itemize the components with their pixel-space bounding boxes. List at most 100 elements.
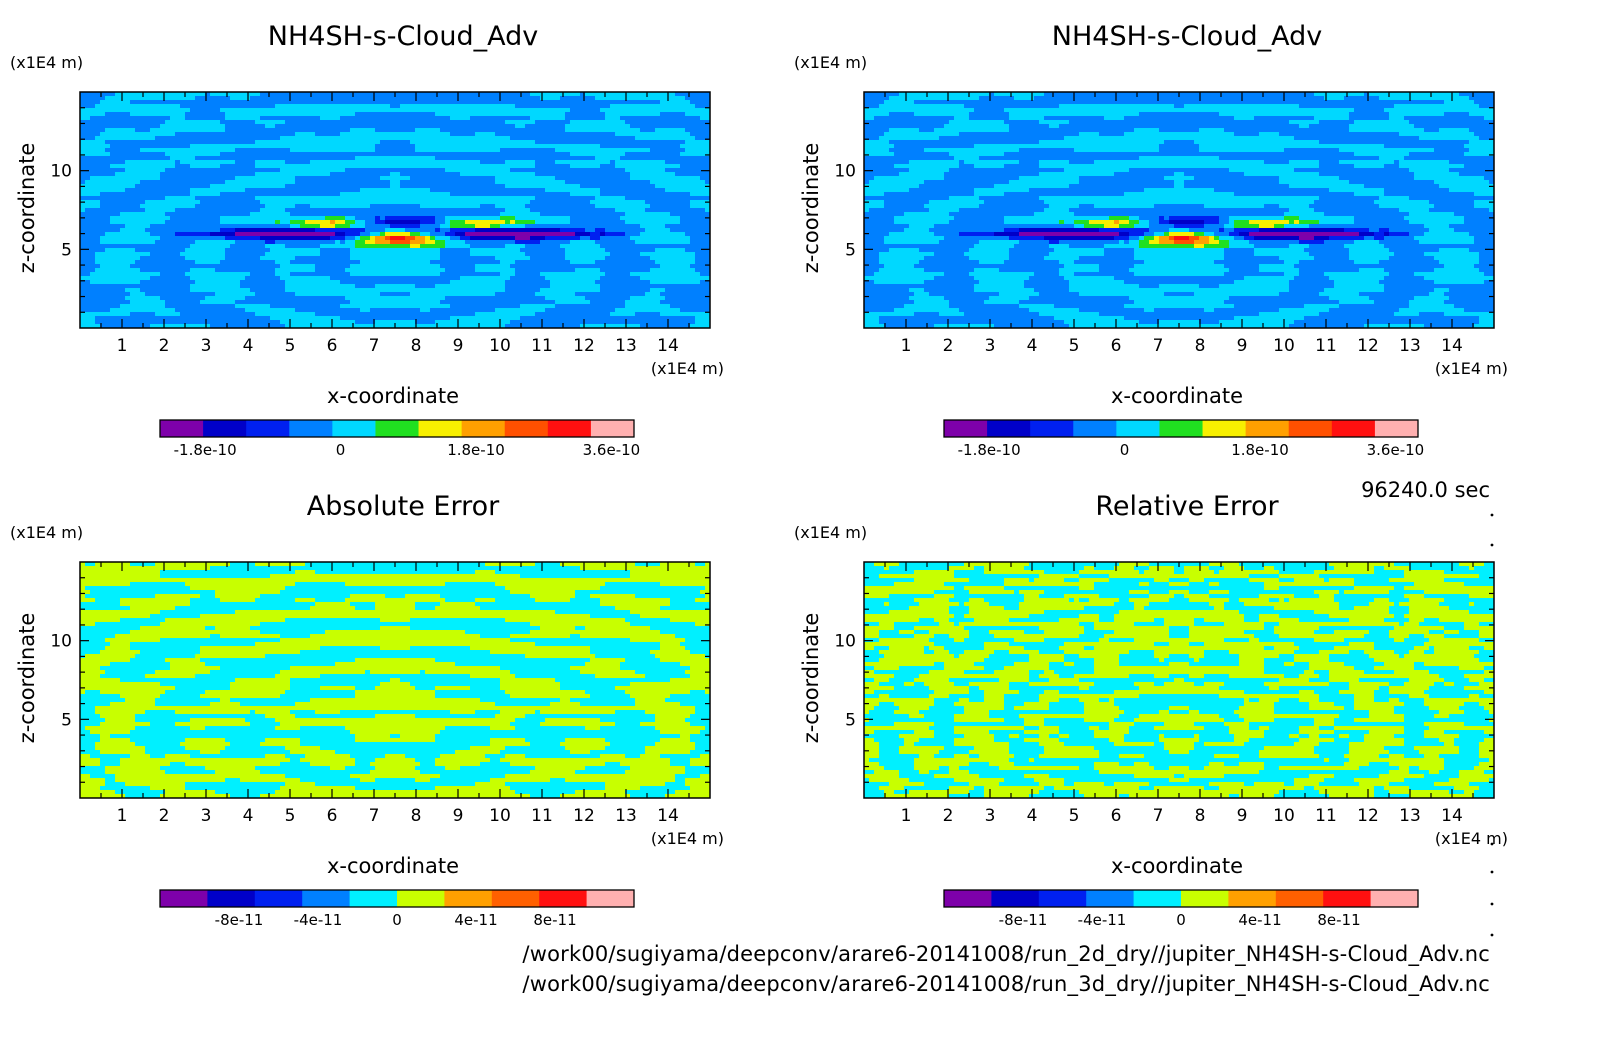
- heatmap-cell: [1004, 718, 1025, 723]
- heatmap-cell: [1369, 296, 1415, 301]
- heatmap-cell: [879, 622, 895, 627]
- heatmap-cell: [1169, 236, 1175, 241]
- heatmap-cell: [1109, 698, 1115, 703]
- heatmap-cell: [80, 288, 126, 293]
- heatmap-cell: [570, 216, 621, 221]
- heatmap-cell: [1449, 288, 1495, 293]
- heatmap-cell: [914, 678, 950, 683]
- x-tick-label: 6: [1111, 806, 1122, 826]
- heatmap-cell: [1414, 646, 1430, 651]
- heatmap-cell: [610, 160, 616, 165]
- heatmap-cell: [415, 758, 436, 763]
- heatmap-cell: [1244, 614, 1260, 619]
- heatmap-cell: [1084, 702, 1115, 707]
- heatmap-cell: [165, 212, 251, 217]
- heatmap-cell: [80, 160, 126, 165]
- heatmap-cell: [600, 276, 641, 281]
- heatmap-cell: [485, 754, 506, 759]
- heatmap-cell: [1389, 598, 1410, 603]
- heatmap-cell: [180, 252, 226, 257]
- heatmap-cell: [350, 272, 441, 277]
- heatmap-cell: [864, 738, 875, 743]
- heatmap-cell: [80, 658, 131, 663]
- heatmap-cell: [1069, 598, 1075, 603]
- y-tick-label: 5: [61, 240, 72, 260]
- heatmap-cell: [105, 96, 196, 101]
- heatmap-cell: [475, 228, 561, 233]
- heatmap-cell: [110, 152, 166, 157]
- heatmap-cell: [470, 646, 591, 651]
- heatmap-cell: [1274, 224, 1285, 229]
- heatmap-cell: [660, 562, 696, 567]
- heatmap-cell: [690, 100, 711, 105]
- heatmap-cell: [974, 786, 985, 791]
- heatmap-cell: [1094, 622, 1135, 627]
- heatmap-cell: [80, 634, 116, 639]
- colorbar-swatch: [586, 890, 635, 907]
- heatmap-cell: [200, 200, 261, 205]
- heatmap-cell: [1054, 304, 1125, 309]
- heatmap-cell: [1204, 642, 1295, 647]
- heatmap-cell: [385, 216, 436, 221]
- heatmap-cell: [600, 268, 651, 273]
- colorbar-swatch: [504, 420, 549, 437]
- heatmap-cell: [1374, 786, 1385, 791]
- heatmap-cell: [1444, 634, 1480, 639]
- heatmap-cell: [285, 288, 506, 293]
- x-axis-label: x-coordinate: [1111, 384, 1243, 408]
- heatmap-cell: [235, 148, 291, 153]
- heatmap-cell: [874, 706, 900, 711]
- heatmap-cell: [1299, 272, 1325, 277]
- heatmap-cell: [1369, 228, 1380, 233]
- heatmap-cell: [105, 646, 131, 651]
- heatmap-cell: [1034, 96, 1325, 101]
- heatmap-cell: [864, 128, 890, 133]
- x-tick-label: 13: [1399, 806, 1421, 826]
- heatmap-cell: [1304, 316, 1480, 321]
- colorbar-swatch: [547, 420, 592, 437]
- heatmap-cell: [1234, 304, 1305, 309]
- heatmap-cell: [515, 726, 586, 731]
- heatmap-cell: [605, 256, 651, 261]
- heatmap-cell: [1164, 682, 1195, 687]
- heatmap-cell: [1319, 650, 1350, 655]
- heatmap-cell: [1429, 706, 1460, 711]
- heatmap-cell: [1079, 176, 1165, 181]
- heatmap-cell: [864, 606, 910, 611]
- heatmap-cell: [994, 232, 1020, 237]
- heatmap-cell: [205, 690, 286, 695]
- colorbar-swatch: [491, 890, 540, 907]
- heatmap-cell: [969, 112, 1010, 117]
- heatmap-cell: [1084, 794, 1120, 799]
- heatmap-cell: [1109, 574, 1250, 579]
- heatmap-cell: [380, 292, 411, 297]
- heatmap-cell: [695, 252, 711, 257]
- heatmap-cell: [1079, 204, 1095, 209]
- heatmap-cell: [100, 240, 156, 245]
- heatmap-cell: [1309, 666, 1355, 671]
- heatmap-cell: [1439, 184, 1495, 189]
- heatmap-cell: [690, 722, 711, 727]
- heatmap-cell: [90, 754, 131, 759]
- heatmap-cell: [1284, 272, 1300, 277]
- heatmap-cell: [1084, 718, 1115, 723]
- heatmap-cell: [1164, 658, 1195, 663]
- heatmap-cell: [1114, 236, 1130, 241]
- x-tick-label: 12: [573, 336, 595, 356]
- heatmap-cell: [1474, 236, 1495, 241]
- heatmap-cell: [1144, 236, 1155, 241]
- heatmap-cell: [1464, 686, 1495, 691]
- heatmap-cell: [1319, 626, 1395, 631]
- heatmap-cell: [80, 782, 106, 787]
- heatmap-cell: [505, 782, 606, 787]
- heatmap-cell: [1114, 172, 1175, 177]
- heatmap-cell: [954, 754, 970, 759]
- heatmap-cell: [1094, 658, 1120, 663]
- heatmap-cell: [180, 312, 256, 317]
- heatmap-cell: [984, 200, 1045, 205]
- heatmap-cell: [1369, 762, 1390, 767]
- heatmap-cell: [864, 646, 875, 651]
- heatmap-cell: [1469, 232, 1495, 237]
- heatmap-cell: [655, 742, 696, 747]
- heatmap-cell: [1039, 782, 1065, 787]
